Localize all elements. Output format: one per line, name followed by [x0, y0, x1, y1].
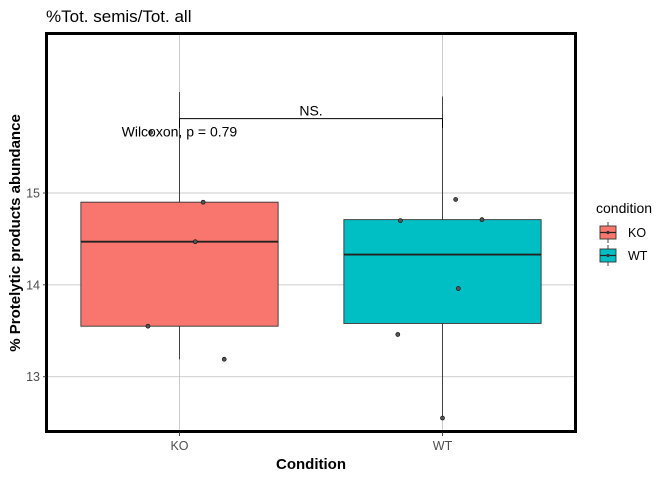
box-wt [343, 219, 542, 324]
chart-title: %Tot. semis/Tot. all [46, 7, 192, 26]
legend-key-point-wt [606, 253, 610, 258]
box-layer [80, 91, 542, 419]
x-tick-label-ko: KO [170, 439, 188, 453]
y-tick-label-15: 15 [26, 187, 40, 201]
data-point-wt-7 [398, 218, 403, 223]
x-tick-label-wt: WT [433, 439, 453, 453]
data-point-ko-2 [145, 323, 151, 329]
data-point-ko-3 [221, 356, 227, 362]
point-layer [145, 130, 485, 421]
data-point-wt-6 [479, 217, 485, 222]
legend-title: condition [596, 200, 652, 216]
legend-key-wt [599, 245, 617, 266]
legend-label-wt: WT [628, 249, 648, 263]
data-point-wt-10 [440, 415, 445, 421]
data-point-ko-1 [192, 239, 198, 245]
significance-bracket-line [179, 118, 443, 128]
x-axis: KO WT [170, 432, 453, 453]
significance-bracket: NS. Wilcoxon, p = 0.79 [122, 103, 443, 139]
legend-key-ko [599, 222, 617, 243]
y-tick-label-14: 14 [26, 278, 40, 292]
y-axis-title: % Protelytic products abundance [7, 114, 24, 352]
legend-key-point-ko [606, 230, 610, 235]
wilcoxon-annotation: Wilcoxon, p = 0.79 [122, 123, 238, 139]
significance-label: NS. [299, 103, 322, 119]
data-point-ko-4 [148, 130, 153, 135]
data-point-wt-8 [455, 286, 461, 291]
data-point-wt-9 [395, 332, 401, 337]
data-point-wt-5 [453, 197, 458, 202]
x-axis-title: Condition [276, 456, 346, 473]
legend: condition KO WT [596, 200, 652, 266]
data-point-ko-0 [200, 199, 206, 205]
legend-label-ko: KO [628, 226, 646, 240]
box-ko [80, 201, 279, 327]
y-axis: 13 14 15 [26, 187, 46, 384]
plot-panel-border [45, 32, 577, 433]
y-tick-label-13: 13 [26, 370, 40, 384]
